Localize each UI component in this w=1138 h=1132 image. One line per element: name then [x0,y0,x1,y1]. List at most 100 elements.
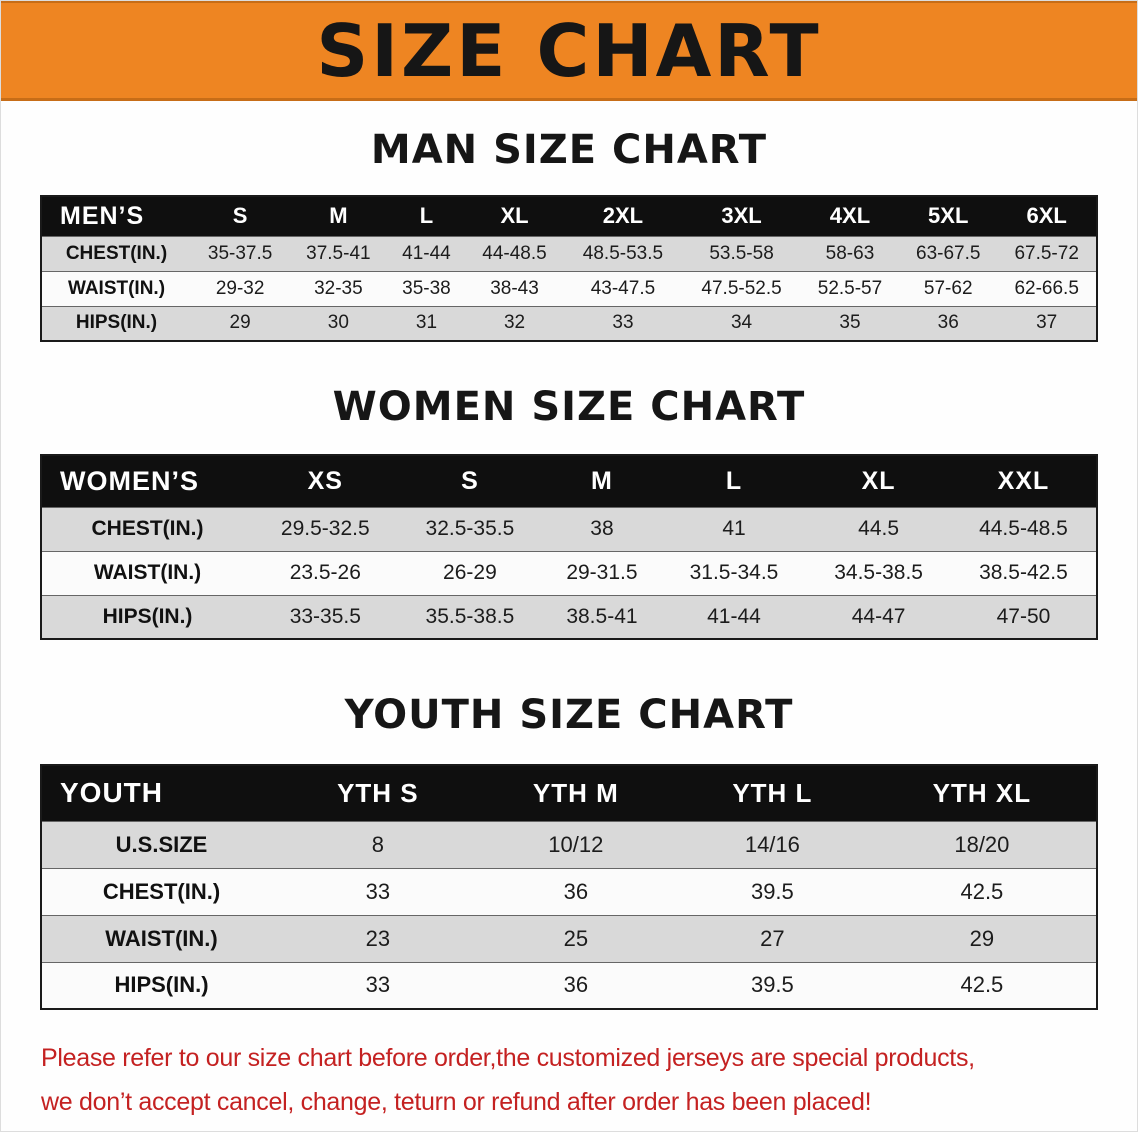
value-cell: 38 [590,517,614,540]
size-column-header: L [661,455,807,507]
value-cell: 57-62 [923,277,973,299]
value-cell: 33 [365,972,391,998]
value-cell: 63-67.5 [916,242,981,264]
value-cell: 35.5-38.5 [425,604,515,628]
value-cell: 29 [969,925,995,951]
value-cell: 37.5-41 [306,242,371,264]
value-cell: 43-47.5 [590,277,656,299]
size-column-header: YTH M [474,765,677,821]
value-cell: 38.5-41 [566,604,638,628]
table-row: WAIST(IN.) 23.5-26 26-29 29-31.5 31.5-34.5 34… [41,551,1097,595]
table-row: CHEST(IN.) 33 36 39.5 42.5 [41,868,1097,915]
value-cell: 47-50 [996,604,1051,628]
value-cell: 29 [229,312,251,334]
value-cell: 44.5-48.5 [979,517,1068,540]
size-column-header: M [542,455,662,507]
value-cell: 32.5-35.5 [425,517,515,540]
value-cell: 41-44 [707,604,761,628]
women-size-table: WOMEN’S XS S M L XL XXL CHEST(IN.) 29.5-32.5 32.5… [40,454,1098,640]
value-cell: 37 [1036,312,1058,334]
value-cell: 44-47 [851,604,906,628]
value-cell: 8 [371,831,384,857]
row-label-cell: WAIST(IN.) [93,561,202,584]
value-cell: 67.5-72 [1014,242,1079,264]
value-cell: 42.5 [960,972,1004,998]
value-cell: 25 [563,925,589,951]
value-cell: 33 [365,878,391,904]
value-cell: 38.5-42.5 [979,561,1068,584]
table-row: HIPS(IN.) 33-35.5 35.5-38.5 38.5-41 41-44 44-… [41,595,1097,639]
size-column-header: YTH L [676,765,868,821]
order-notice: Please refer to our size chart before or… [1,1036,1137,1124]
row-label-cell: HIPS(IN.) [102,604,193,628]
size-column-header: YTH S [281,765,475,821]
row-label-cell: CHEST(IN.) [91,517,204,540]
value-cell: 39.5 [750,878,794,904]
value-cell: 36 [563,972,589,998]
value-cell: 36 [937,312,959,334]
men-size-table: MEN’S S M L XL 2XL 3XL 4XL 5XL 6XL CHEST(IN.) 35-37… [40,195,1098,342]
row-label-cell: CHEST(IN.) [102,878,221,904]
value-cell: 35-37.5 [207,242,273,264]
size-column-header: L [387,196,466,236]
value-cell: 35-38 [402,277,451,299]
value-cell: 30 [327,312,349,334]
table-head: WOMEN’S XS S M L XL XXL [41,455,1097,507]
value-cell: 48.5-53.5 [582,242,664,264]
size-column-header: XXL [950,455,1097,507]
value-cell: 29-31.5 [566,561,638,584]
men-chart-heading: MAN SIZE CHART [370,127,768,173]
row-label-cell: WAIST(IN.) [105,925,218,951]
value-cell: 33-35.5 [289,604,361,628]
notice-line-2: we don’t accept cancel, change, teturn o… [41,1088,872,1116]
value-cell: 62-66.5 [1014,277,1079,299]
value-cell: 47.5-52.5 [701,277,782,299]
value-cell: 38-43 [490,277,539,299]
row-label-cell: U.S.SIZE [115,831,208,857]
table-header-row: WOMEN’S XS S M L XL XXL [41,455,1097,507]
size-column-header: 6XL [997,196,1097,236]
table-head: YOUTH YTH S YTH M YTH L YTH XL [41,765,1097,821]
size-column-header: S [397,455,543,507]
value-cell: 23.5-26 [289,561,361,584]
table-row: WAIST(IN.) 23 25 27 29 [41,915,1097,962]
size-column-header: YTH XL [867,765,1097,821]
table-title-cell: WOMEN’S [41,455,253,507]
value-cell: 26-29 [443,561,497,584]
value-cell: 31.5-34.5 [689,561,779,584]
value-cell: 29-32 [215,277,265,299]
value-cell: 35 [839,312,861,334]
value-cell: 53.5-58 [709,242,774,264]
table-body: CHEST(IN.) 35-37.5 37.5-41 41-44 44-48.5 48.5… [41,236,1097,341]
value-cell: 10/12 [548,831,604,857]
table-title-cell: MEN’S [41,196,191,236]
value-cell: 29.5-32.5 [280,517,370,540]
value-cell: 52.5-57 [817,277,883,299]
row-label-cell: HIPS(IN.) [114,972,209,998]
table-body: CHEST(IN.) 29.5-32.5 32.5-35.5 38 41 44.5 44.5… [41,507,1097,639]
notice-line-1: Please refer to our size chart before or… [41,1044,975,1072]
women-size-chart-section: WOMEN SIZE CHART WOMEN’S XS S M L XL XXL CHEST(… [1,384,1137,640]
value-cell: 36 [563,878,589,904]
value-cell: 44.5 [858,517,900,540]
table-row: CHEST(IN.) 29.5-32.5 32.5-35.5 38 41 44.5 44.5… [41,507,1097,551]
value-cell: 33 [612,312,634,334]
youth-size-table: YOUTH YTH S YTH M YTH L YTH XL U.S.SIZE 8 10/12… [40,764,1098,1010]
table-header-row: MEN’S S M L XL 2XL 3XL 4XL 5XL 6XL [41,196,1097,236]
value-cell: 34 [730,312,753,334]
row-label-cell: WAIST(IN.) [67,277,166,299]
size-column-header: S [191,196,290,236]
table-head: MEN’S S M L XL 2XL 3XL 4XL 5XL 6XL [41,196,1097,236]
value-cell: 31 [415,312,438,334]
value-cell: 14/16 [744,831,800,857]
value-cell: 32 [503,312,526,334]
size-column-header: XL [465,196,564,236]
size-column-header: 4XL [800,196,900,236]
size-column-header: M [289,196,388,236]
table-header-row: YOUTH YTH S YTH M YTH L YTH XL [41,765,1097,821]
value-cell: 58-63 [825,242,875,264]
value-cell: 27 [760,925,785,951]
size-column-header: XS [253,455,398,507]
size-column-header: 3XL [682,196,801,236]
